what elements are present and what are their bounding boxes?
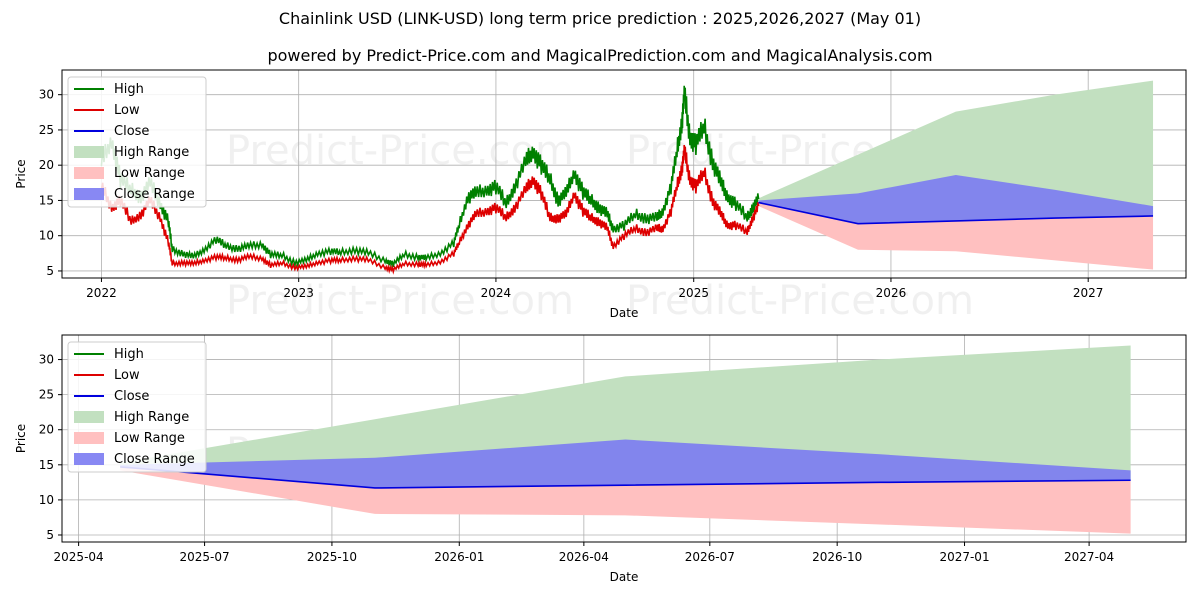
chart-panel-1: 2022 2023 2024 2025 2026 202751015202530DateP… xyxy=(14,69,1187,320)
y-tick-label: 15 xyxy=(39,458,54,472)
x-tick-label: 2027 xyxy=(1073,286,1104,300)
y-tick-label: 10 xyxy=(39,229,54,243)
low-range-area xyxy=(758,202,1154,270)
legend-patch-marker xyxy=(74,188,104,200)
x-axis-label: Date xyxy=(610,306,639,320)
high-range-area xyxy=(120,345,1131,488)
watermark-text: Predict-Price.com xyxy=(226,128,574,174)
x-tick-label: 2026-10 xyxy=(812,550,862,564)
high-price-line xyxy=(100,85,760,268)
legend-patch-marker xyxy=(74,411,104,423)
legend-patch-marker xyxy=(74,432,104,444)
legend-label: Close xyxy=(114,389,149,404)
close-forecast-line xyxy=(758,201,1154,225)
x-tick-label: 2024 xyxy=(481,286,512,300)
close-range-area xyxy=(758,175,1154,224)
y-axis-label: Price xyxy=(14,159,28,188)
plot-frame xyxy=(61,69,1187,279)
plot-frame xyxy=(61,334,1187,543)
y-tick-label: 20 xyxy=(39,423,54,437)
y-tick-label: 5 xyxy=(46,264,54,278)
legend-label: Low xyxy=(114,103,140,118)
close-range-area xyxy=(120,439,1131,488)
low-range-area xyxy=(120,466,1131,534)
legend-label: Close Range xyxy=(114,187,195,202)
legend-label: High Range xyxy=(114,145,189,160)
x-tick-label: 2026 xyxy=(876,286,907,300)
low-price-line xyxy=(100,144,760,275)
x-tick-label: 2027-01 xyxy=(939,550,989,564)
legend-label: Close Range xyxy=(114,452,195,467)
x-tick-label: 2027-04 xyxy=(1064,550,1114,564)
legend-label: Close xyxy=(114,124,149,139)
legend-label: High xyxy=(114,82,144,97)
chart-subtitle: powered by Predict-Price.com and Magical… xyxy=(267,46,933,65)
x-tick-label: 2026-01 xyxy=(434,550,484,564)
y-tick-label: 30 xyxy=(39,353,54,367)
watermark-text: Predict-Price.com xyxy=(226,278,574,324)
close-forecast-line xyxy=(120,466,1131,489)
chart-panel-2: 2025-04 2025-07 2025-10 2026-01 2026-04 2026-… xyxy=(14,334,1187,584)
legend-patch-marker xyxy=(74,453,104,465)
x-tick-label: 2025-07 xyxy=(180,550,230,564)
x-tick-label: 2022 xyxy=(86,286,117,300)
y-tick-label: 25 xyxy=(39,388,54,402)
y-tick-label: 15 xyxy=(39,193,54,207)
chart-title: Chainlink USD (LINK-USD) long term price… xyxy=(278,9,922,28)
y-tick-label: 30 xyxy=(39,88,54,102)
y-tick-label: 5 xyxy=(46,528,54,542)
legend-patch-marker xyxy=(74,146,104,158)
high-range-area xyxy=(758,80,1154,224)
x-tick-label: 2023 xyxy=(283,286,314,300)
x-tick-label: 2026-04 xyxy=(559,550,609,564)
x-axis-label: Date xyxy=(610,570,639,584)
y-tick-label: 20 xyxy=(39,158,54,172)
watermark-text: Predict-Price.com xyxy=(626,278,974,324)
y-tick-label: 10 xyxy=(39,493,54,507)
y-axis-label: Price xyxy=(14,424,28,453)
x-tick-label: 2025-04 xyxy=(54,550,104,564)
x-tick-label: 2026-07 xyxy=(685,550,735,564)
legend-patch-marker xyxy=(74,167,104,179)
legend-label: Low Range xyxy=(114,431,185,446)
legend-label: High Range xyxy=(114,410,189,425)
legend-label: High xyxy=(114,347,144,362)
y-tick-label: 25 xyxy=(39,123,54,137)
x-tick-label: 2025-10 xyxy=(307,550,357,564)
x-tick-label: 2025 xyxy=(678,286,709,300)
legend-label: Low Range xyxy=(114,166,185,181)
legend-label: Low xyxy=(114,368,140,383)
